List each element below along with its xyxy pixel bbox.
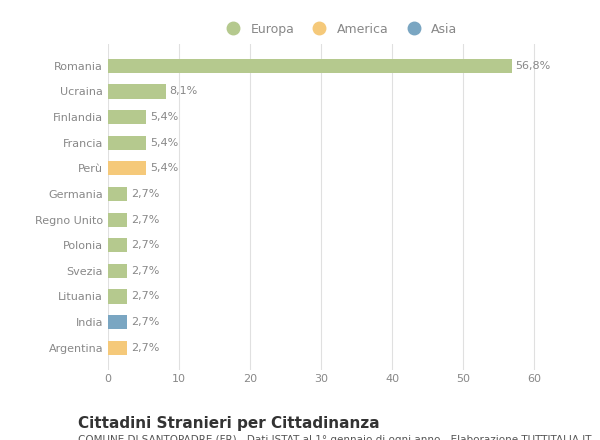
- Bar: [108, 341, 127, 355]
- Text: 56,8%: 56,8%: [515, 61, 551, 71]
- Text: 2,7%: 2,7%: [131, 343, 159, 353]
- Bar: [108, 238, 127, 252]
- Text: 5,4%: 5,4%: [150, 163, 178, 173]
- Text: 2,7%: 2,7%: [131, 240, 159, 250]
- Text: 2,7%: 2,7%: [131, 189, 159, 199]
- Text: 2,7%: 2,7%: [131, 317, 159, 327]
- Bar: [108, 161, 146, 176]
- Text: 8,1%: 8,1%: [169, 87, 197, 96]
- Text: 2,7%: 2,7%: [131, 215, 159, 224]
- Bar: [108, 290, 127, 304]
- Bar: [108, 264, 127, 278]
- Bar: [108, 187, 127, 201]
- Bar: [108, 84, 166, 99]
- Text: 5,4%: 5,4%: [150, 138, 178, 148]
- Text: 2,7%: 2,7%: [131, 266, 159, 276]
- Bar: [108, 315, 127, 329]
- Legend: Europa, America, Asia: Europa, America, Asia: [215, 18, 463, 40]
- Bar: [108, 59, 512, 73]
- Text: 5,4%: 5,4%: [150, 112, 178, 122]
- Text: 2,7%: 2,7%: [131, 291, 159, 301]
- Bar: [108, 213, 127, 227]
- Text: COMUNE DI SANTOPADRE (FR) - Dati ISTAT al 1° gennaio di ogni anno - Elaborazione: COMUNE DI SANTOPADRE (FR) - Dati ISTAT a…: [78, 435, 592, 440]
- Text: Cittadini Stranieri per Cittadinanza: Cittadini Stranieri per Cittadinanza: [78, 416, 380, 431]
- Bar: [108, 110, 146, 124]
- Bar: [108, 136, 146, 150]
